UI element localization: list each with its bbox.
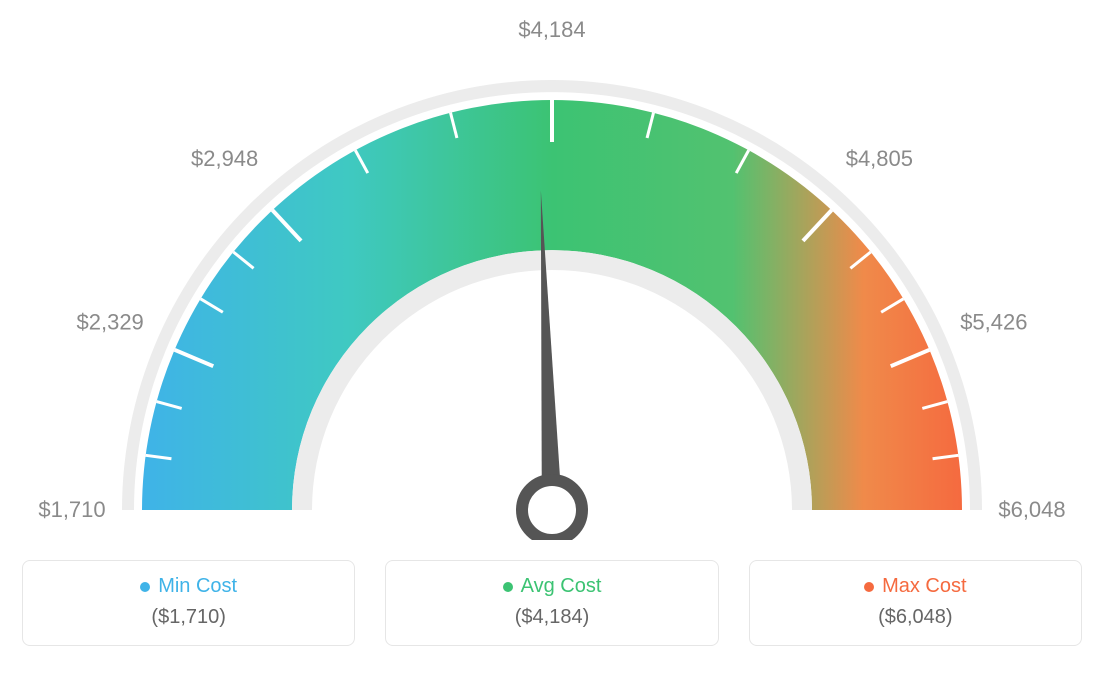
legend-max-top: Max Cost (864, 575, 966, 598)
svg-text:$6,048: $6,048 (998, 497, 1065, 522)
legend-row: Min Cost ($1,710) Avg Cost ($4,184) Max … (22, 560, 1082, 646)
legend-min-label: Min Cost (158, 575, 237, 598)
legend-avg-top: Avg Cost (503, 575, 602, 598)
svg-text:$2,948: $2,948 (191, 146, 258, 171)
dot-icon (503, 582, 513, 592)
gauge-chart: $1,710 $2,329 $2,948 $4,184 $4,805 $5,426 $6,0… (22, 20, 1082, 540)
svg-text:$2,329: $2,329 (77, 309, 144, 334)
legend-max-value: ($6,048) (878, 606, 953, 629)
legend-max-box: Max Cost ($6,048) (749, 560, 1082, 646)
svg-text:$1,710: $1,710 (38, 497, 105, 522)
gauge-svg: $1,710 $2,329 $2,948 $4,184 $4,805 $5,426 $6,0… (22, 20, 1082, 540)
legend-avg-box: Avg Cost ($4,184) (385, 560, 718, 646)
legend-max-label: Max Cost (882, 575, 966, 598)
legend-avg-value: ($4,184) (515, 606, 590, 629)
dot-icon (864, 582, 874, 592)
legend-min-box: Min Cost ($1,710) (22, 560, 355, 646)
svg-text:$5,426: $5,426 (960, 309, 1027, 334)
legend-min-top: Min Cost (140, 575, 237, 598)
legend-avg-label: Avg Cost (521, 575, 602, 598)
svg-text:$4,805: $4,805 (846, 146, 913, 171)
legend-min-value: ($1,710) (151, 606, 226, 629)
svg-text:$4,184: $4,184 (518, 20, 585, 42)
dot-icon (140, 582, 150, 592)
